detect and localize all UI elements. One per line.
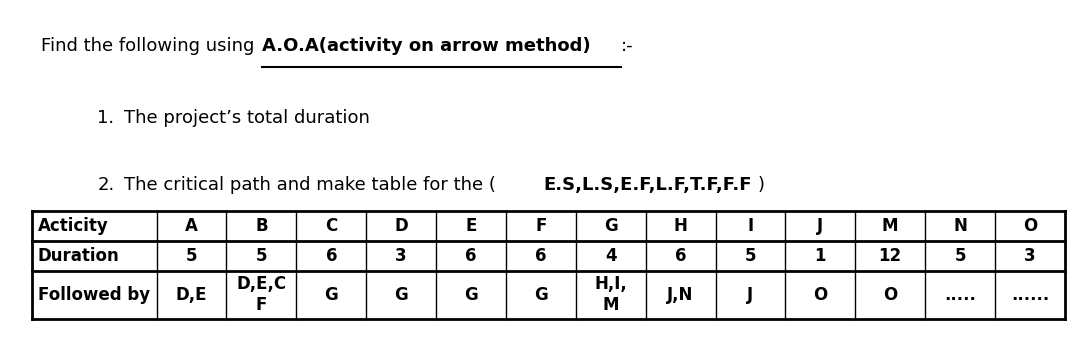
Text: 6: 6 (465, 247, 476, 265)
Text: E: E (465, 217, 476, 235)
Text: A.O.A(activity on arrow method): A.O.A(activity on arrow method) (262, 37, 591, 55)
Text: 12: 12 (879, 247, 902, 265)
Text: Find the following using: Find the following using (41, 37, 260, 55)
Text: H: H (674, 217, 688, 235)
Text: I: I (747, 217, 754, 235)
Text: :-: :- (621, 37, 634, 55)
Text: A: A (185, 217, 198, 235)
Text: J: J (818, 217, 823, 235)
Text: The critical path and make table for the (: The critical path and make table for the… (124, 176, 496, 194)
Text: J,N: J,N (667, 286, 693, 304)
Text: 4: 4 (605, 247, 617, 265)
Text: N: N (954, 217, 967, 235)
Text: 5: 5 (955, 247, 966, 265)
Text: D: D (394, 217, 408, 235)
Text: H,I,
M: H,I, M (594, 275, 627, 314)
Text: J: J (747, 286, 754, 304)
Text: .....: ..... (944, 286, 976, 304)
Text: ......: ...... (1011, 286, 1049, 304)
Text: D,E: D,E (176, 286, 207, 304)
Text: Acticity: Acticity (38, 217, 109, 235)
Text: O: O (1023, 217, 1037, 235)
Text: 1.: 1. (97, 109, 114, 127)
Text: 5: 5 (256, 247, 267, 265)
Text: G: G (604, 217, 618, 235)
Text: O: O (813, 286, 827, 304)
Text: C: C (325, 217, 337, 235)
Text: G: G (534, 286, 548, 304)
Text: 3: 3 (1024, 247, 1036, 265)
Text: The project’s total duration: The project’s total duration (124, 109, 370, 127)
Text: Followed by: Followed by (38, 286, 150, 304)
Text: O: O (883, 286, 897, 304)
Text: 6: 6 (535, 247, 546, 265)
Text: 1: 1 (814, 247, 826, 265)
Text: 6: 6 (325, 247, 337, 265)
Text: M: M (882, 217, 899, 235)
Text: 5: 5 (745, 247, 756, 265)
Text: D,E,C
F: D,E,C F (237, 275, 286, 314)
Text: Duration: Duration (38, 247, 120, 265)
Text: F: F (536, 217, 546, 235)
Text: G: G (464, 286, 477, 304)
Text: G: G (394, 286, 408, 304)
Text: 6: 6 (675, 247, 687, 265)
Text: B: B (255, 217, 268, 235)
Text: 5: 5 (186, 247, 198, 265)
Text: G: G (324, 286, 338, 304)
Text: 2.: 2. (97, 176, 114, 194)
Text: 3: 3 (395, 247, 407, 265)
Text: E.S,L.S,E.F,L.F,T.F,F.F: E.S,L.S,E.F,L.F,T.F,F.F (543, 176, 752, 194)
Text: ): ) (757, 176, 764, 194)
